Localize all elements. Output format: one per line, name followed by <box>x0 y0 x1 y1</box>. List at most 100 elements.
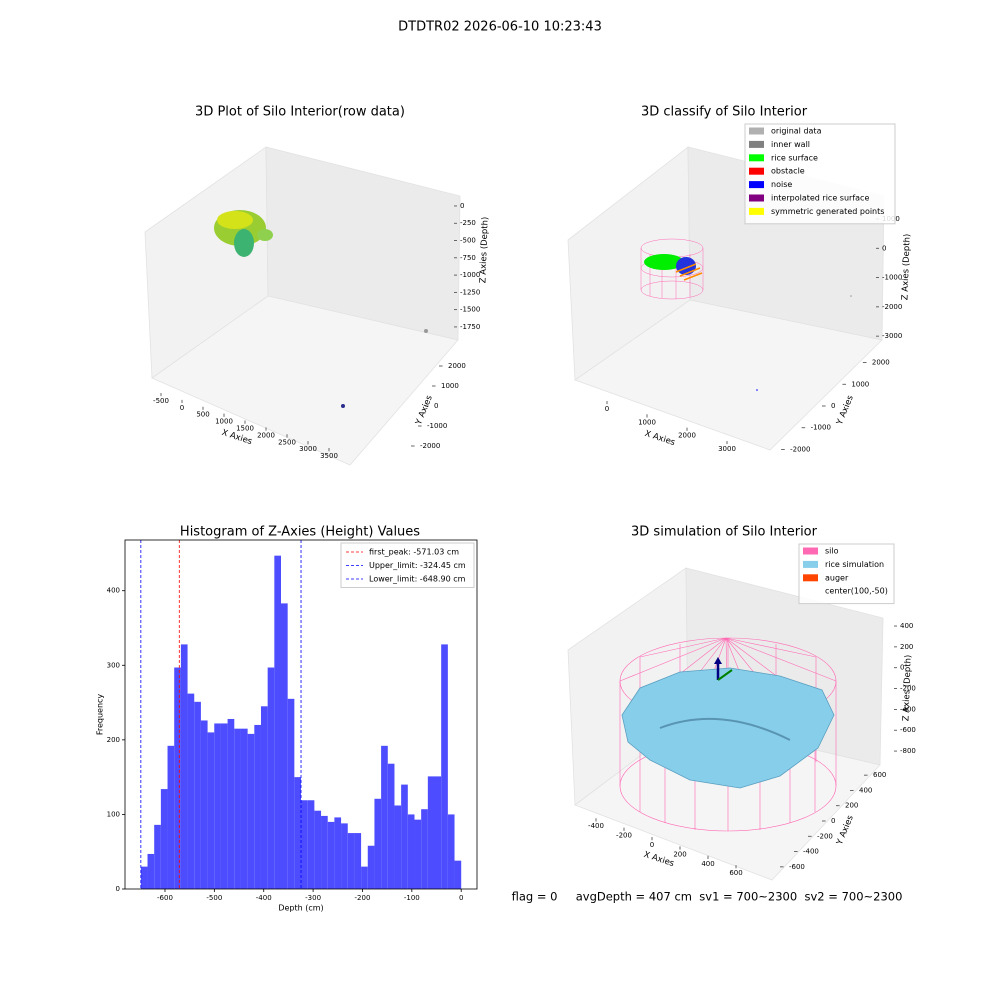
legend-swatch <box>749 207 764 215</box>
legend-box <box>340 542 475 588</box>
bar <box>401 784 408 889</box>
figure-title: DTDTR02 2026-06-10 10:23:43 <box>398 20 602 35</box>
bar <box>194 701 201 889</box>
axis-label: Z Axies (Depth) <box>900 234 912 301</box>
x-tick-label: -400 <box>588 822 604 830</box>
bar <box>341 823 348 889</box>
z-tick-label: -1000 <box>460 271 480 279</box>
x-axis-label: Depth (cm) <box>278 904 323 913</box>
rice <box>644 254 684 270</box>
bar <box>407 814 415 889</box>
arrow-head <box>714 657 722 664</box>
z-tick-label: 400 <box>900 622 913 630</box>
bar <box>234 728 241 889</box>
y-tick-label: -2000 <box>420 442 440 450</box>
bar <box>187 693 195 889</box>
bar <box>267 667 275 889</box>
y-tick-label: 100 <box>107 810 120 818</box>
panel-title: 3D classify of Silo Interior <box>641 105 808 120</box>
y-tick-label: 0 <box>434 402 438 410</box>
bar <box>314 810 322 889</box>
bar <box>174 667 181 889</box>
z-tick-label: -1750 <box>460 323 480 331</box>
y-tick-label: -1000 <box>811 424 831 432</box>
z-tick-label: -3000 <box>882 332 902 340</box>
y-tick-label: 1000 <box>441 382 459 390</box>
bar <box>441 644 448 889</box>
panes-1 <box>144 146 461 466</box>
z-tick-label: -800 <box>900 747 916 755</box>
bar <box>220 723 228 889</box>
z-tick-label: -250 <box>460 219 476 227</box>
obstacle <box>675 263 703 281</box>
y-tick-label: 2000 <box>872 359 890 367</box>
bar <box>434 776 442 889</box>
x-tick-label: -200 <box>355 894 371 902</box>
y-tick-label: -600 <box>789 863 805 871</box>
x-tick-label: -300 <box>305 894 321 902</box>
y-tick-label: -400 <box>803 848 819 856</box>
x-tick-label: -400 <box>256 894 272 902</box>
legend-label: rice simulation <box>825 560 884 569</box>
y-tick-label: 300 <box>107 661 120 669</box>
wire <box>640 248 704 299</box>
legend-swatch <box>803 574 818 582</box>
bar <box>321 815 328 889</box>
pane <box>151 295 459 466</box>
x-tick-label: -200 <box>616 832 632 840</box>
x-tick-label: 3000 <box>299 445 317 453</box>
x-tick-label: -500 <box>153 397 169 405</box>
z-tick-label: -1500 <box>460 306 480 314</box>
legend-label: obstacle <box>771 167 805 176</box>
z-tick-label: -200 <box>900 685 916 693</box>
bar <box>294 777 302 889</box>
x-tick-label: 1000 <box>638 418 656 426</box>
bar <box>361 866 368 889</box>
pane <box>574 299 883 451</box>
point-cloud-2 <box>640 238 852 391</box>
y-tick-label: 200 <box>107 736 120 744</box>
z-tick-label: -400 <box>900 705 916 713</box>
bar <box>301 800 308 889</box>
z-tick-label: -1250 <box>460 288 480 296</box>
bar <box>260 706 268 889</box>
auger <box>714 657 733 681</box>
z-tick-label: -500 <box>460 237 476 245</box>
x-tick-label: 1500 <box>236 425 254 433</box>
x-tick-label: 400 <box>701 860 714 868</box>
bar <box>307 800 315 889</box>
x-tick-label: 200 <box>673 850 686 858</box>
z-tick-label: -750 <box>460 254 476 262</box>
y-tick-label: 1000 <box>851 380 869 388</box>
cloud <box>234 229 254 257</box>
legend-label: first_peak: -571.03 cm <box>369 548 459 557</box>
legend-label: symmetric generated points <box>771 207 884 216</box>
legend-swatch <box>803 547 818 555</box>
status-line: flag = 0 avgDepth = 407 cm sv1 = 700~230… <box>512 890 903 904</box>
y-tick-label: 0 <box>831 402 835 410</box>
cloud <box>217 211 253 229</box>
x-tick-label: -500 <box>206 894 222 902</box>
bar <box>147 853 155 889</box>
bar <box>287 698 295 889</box>
bar <box>414 819 422 889</box>
z-tick-label: 0 <box>900 664 904 672</box>
axis-label: Z Axies (Depth) <box>901 655 913 722</box>
bar <box>281 603 288 889</box>
y-tick-label: 2000 <box>448 362 466 370</box>
bar <box>354 833 362 889</box>
bar <box>387 763 395 889</box>
legend-swatch <box>803 560 818 568</box>
bar <box>447 814 455 889</box>
z-tick-label: 0 <box>460 202 464 210</box>
legend-swatch <box>749 181 764 189</box>
legend-box <box>744 123 896 225</box>
bar <box>394 805 402 889</box>
point <box>341 404 345 408</box>
bar <box>180 644 188 889</box>
y-tick-label: 0 <box>116 885 120 893</box>
z-tick-label: 200 <box>900 643 913 651</box>
legend-swatch <box>749 140 764 148</box>
panel-title: Histogram of Z-Axies (Height) Values <box>180 525 420 540</box>
